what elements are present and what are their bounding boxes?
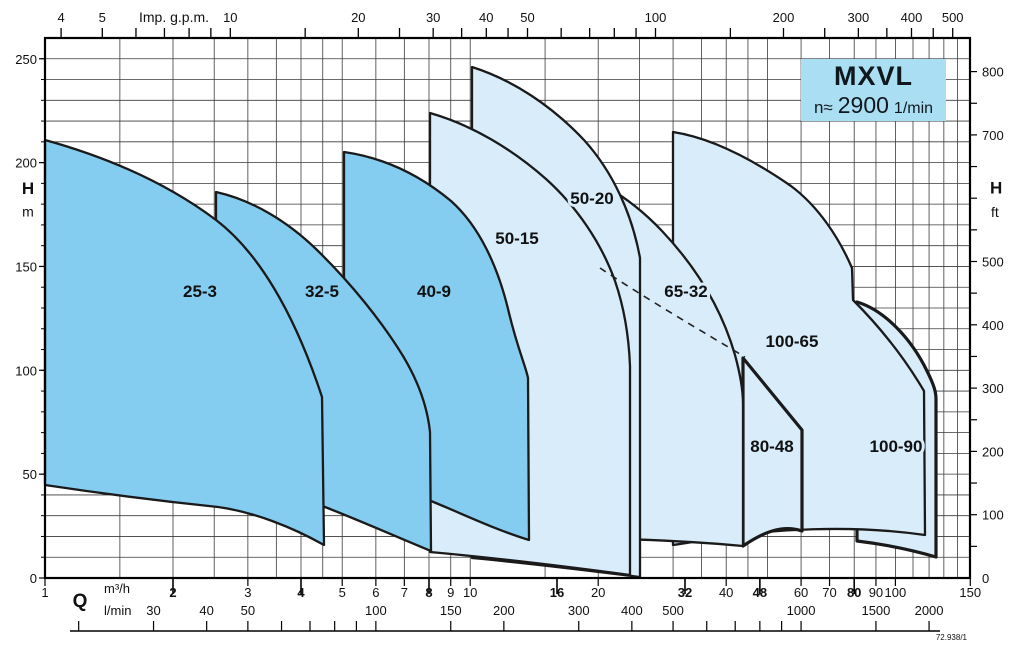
m3h-unit-label: m³/h <box>104 581 130 596</box>
speed-unit: 1/min <box>893 100 934 117</box>
right-tick-label: 100 <box>982 508 1004 523</box>
bottom-m3h-label: 2 <box>169 585 176 600</box>
region-label-32-5: 32-5 <box>305 282 339 301</box>
lmin-tick-label: 200 <box>493 603 515 618</box>
lmin-unit-label: l/min <box>104 603 131 618</box>
lmin-tick-label: 2000 <box>915 603 944 618</box>
left-axis-unit: m <box>22 204 34 220</box>
right-tick-label: 0 <box>982 571 989 586</box>
bottom-m3h-label: 60 <box>794 585 808 600</box>
dashed-line <box>599 267 746 358</box>
bottom-m3h-label: 100 <box>885 585 907 600</box>
lmin-tick-label: 500 <box>662 603 684 618</box>
bottom-m3h-label: 32 <box>678 585 692 600</box>
bottom-m3h-label: 3 <box>244 585 251 600</box>
lmin-tick-label: 100 <box>365 603 387 618</box>
top-tick-label: 500 <box>942 10 964 25</box>
top-tick-label: 4 <box>57 10 64 25</box>
right-axis-unit: ft <box>991 204 999 220</box>
right-tick-label: 700 <box>982 128 1004 143</box>
bottom-m3h-label: 1 <box>41 585 48 600</box>
lmin-tick-label: 50 <box>241 603 255 618</box>
lmin-tick-label: 30 <box>146 603 160 618</box>
bottom-m3h-label: 80 <box>847 585 861 600</box>
region-label-25-3: 25-3 <box>183 282 217 301</box>
left-tick-label: 200 <box>15 156 37 171</box>
lmin-tick-label: 300 <box>568 603 590 618</box>
region-label-50-20: 50-20 <box>570 189 613 208</box>
left-tick-label: 250 <box>15 52 37 67</box>
left-tick-label: 50 <box>23 467 37 482</box>
region-label-50-15: 50-15 <box>495 229 538 248</box>
q-axis-symbol: Q <box>73 591 88 612</box>
bottom-m3h-label: 10 <box>463 585 477 600</box>
top-tick-label: 40 <box>479 10 493 25</box>
lmin-tick-label: 40 <box>199 603 213 618</box>
left-axis-symbol: H <box>22 179 34 198</box>
top-tick-label: 20 <box>351 10 365 25</box>
right-tick-label: 500 <box>982 255 1004 270</box>
top-tick-label: 200 <box>773 10 795 25</box>
region-label-100-90: 100-90 <box>870 437 923 456</box>
bottom-m3h-label: 6 <box>372 585 379 600</box>
region-label-80-48: 80-48 <box>750 437 793 456</box>
bottom-m3h-label: 4 <box>297 585 305 600</box>
envelope-25-3 <box>43 138 326 547</box>
lmin-tick-label: 1500 <box>861 603 890 618</box>
speed-prefix: n≈ <box>813 98 833 117</box>
lmin-tick-label: 150 <box>440 603 462 618</box>
left-tick-label: 100 <box>15 363 37 378</box>
region-label-40-9: 40-9 <box>417 282 451 301</box>
bottom-m3h-label: 16 <box>550 585 564 600</box>
bottom-m3h-label: 9 <box>447 585 454 600</box>
right-tick-label: 300 <box>982 381 1004 396</box>
bottom-m3h-label: 20 <box>591 585 605 600</box>
left-tick-label: 150 <box>15 259 37 274</box>
pump-envelopes <box>43 65 938 579</box>
bottom-m3h-label: 8 <box>425 585 432 600</box>
lmin-tick-label: 1000 <box>787 603 816 618</box>
top-tick-label: 100 <box>645 10 667 25</box>
region-label-100-65: 100-65 <box>766 332 819 351</box>
right-axis-symbol: H <box>990 179 1002 198</box>
bottom-m3h-label: 40 <box>719 585 733 600</box>
top-tick-label: 300 <box>848 10 870 25</box>
bottom-m3h-label: 90 <box>869 585 883 600</box>
bottom-m3h-label: 5 <box>339 585 346 600</box>
lmin-tick-label: 400 <box>621 603 643 618</box>
right-tick-label: 200 <box>982 444 1004 459</box>
bottom-m3h-label: 150 <box>959 585 981 600</box>
speed-line: n≈ 2900 1/min <box>814 94 933 117</box>
envelope-80-48 <box>741 356 804 548</box>
region-label-65-32: 65-32 <box>664 282 707 301</box>
model-name: MXVL <box>833 61 913 91</box>
right-tick-label: 800 <box>982 65 1004 80</box>
top-tick-label: 30 <box>426 10 440 25</box>
bottom-m3h-label: 70 <box>822 585 836 600</box>
top-tick-label: 50 <box>520 10 534 25</box>
top-tick-label: 10 <box>223 10 237 25</box>
right-tick-label: 400 <box>982 318 1004 333</box>
title-box: MXVL n≈ 2900 1/min <box>801 59 946 121</box>
bottom-m3h-label: 7 <box>401 585 408 600</box>
bottom-m3h-label: 48 <box>753 585 767 600</box>
top-tick-label: 400 <box>901 10 923 25</box>
dashed-divider <box>599 267 746 358</box>
region-labels: 100-90 100-65 80-48 65-32 50-20 50-15 40-9 32-5… <box>180 186 925 459</box>
top-axis-unit: Imp. g.p.m. <box>139 9 209 25</box>
speed-value: 2900 <box>837 92 889 118</box>
drawing-number: 72.938/1 <box>936 633 968 642</box>
left-tick-label: 0 <box>30 571 37 586</box>
top-tick-label: 5 <box>99 10 106 25</box>
